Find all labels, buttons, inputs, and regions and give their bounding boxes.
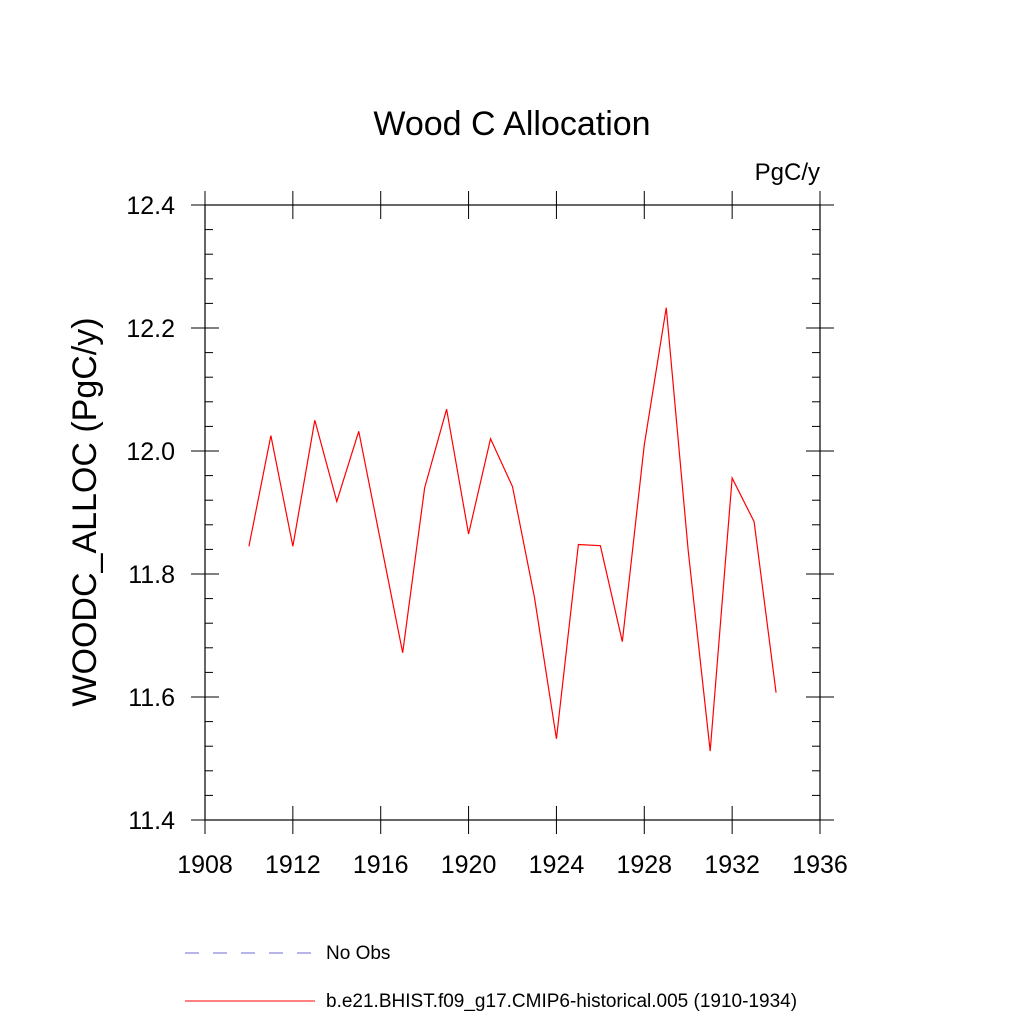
units-label: PgC/y — [755, 159, 820, 186]
x-tick-label: 1908 — [177, 851, 233, 879]
x-tick-label: 1916 — [353, 851, 409, 879]
series-layer — [248, 307, 777, 752]
x-tick-label: 1920 — [441, 851, 497, 879]
y-axis-ticks — [191, 204, 834, 821]
y-tick-label: 11.4 — [128, 807, 175, 835]
chart-title: Wood C Allocation — [373, 105, 650, 143]
x-axis-ticks — [204, 191, 821, 834]
y-tick-label: 11.8 — [128, 561, 175, 589]
series-line — [248, 307, 777, 752]
x-tick-label: 1928 — [616, 851, 672, 879]
legend-label-historical: b.e21.BHIST.f09_g17.CMIP6-historical.005… — [326, 991, 797, 1012]
x-tick-label: 1924 — [529, 851, 585, 879]
y-axis-tick-labels: 11.4 11.6 11.8 12.0 12.2 12.4 — [126, 192, 175, 835]
x-tick-label: 1912 — [265, 851, 321, 879]
legend: No Obs b.e21.BHIST.f09_g17.CMIP6-histori… — [185, 943, 797, 1012]
y-tick-label: 11.6 — [128, 684, 175, 712]
x-tick-label: 1936 — [792, 851, 848, 879]
y-tick-label: 12.0 — [126, 438, 175, 466]
legend-label-no-obs: No Obs — [326, 943, 390, 964]
plot-frame — [204, 204, 821, 821]
y-axis-label: WOODC_ALLOC (PgC/y) — [66, 317, 104, 706]
y-tick-label: 12.4 — [126, 192, 175, 220]
x-axis-tick-labels: 1908 1912 1916 1920 1924 1928 1932 1936 — [177, 851, 848, 879]
x-tick-label: 1932 — [704, 851, 760, 879]
y-tick-label: 12.2 — [126, 315, 175, 343]
